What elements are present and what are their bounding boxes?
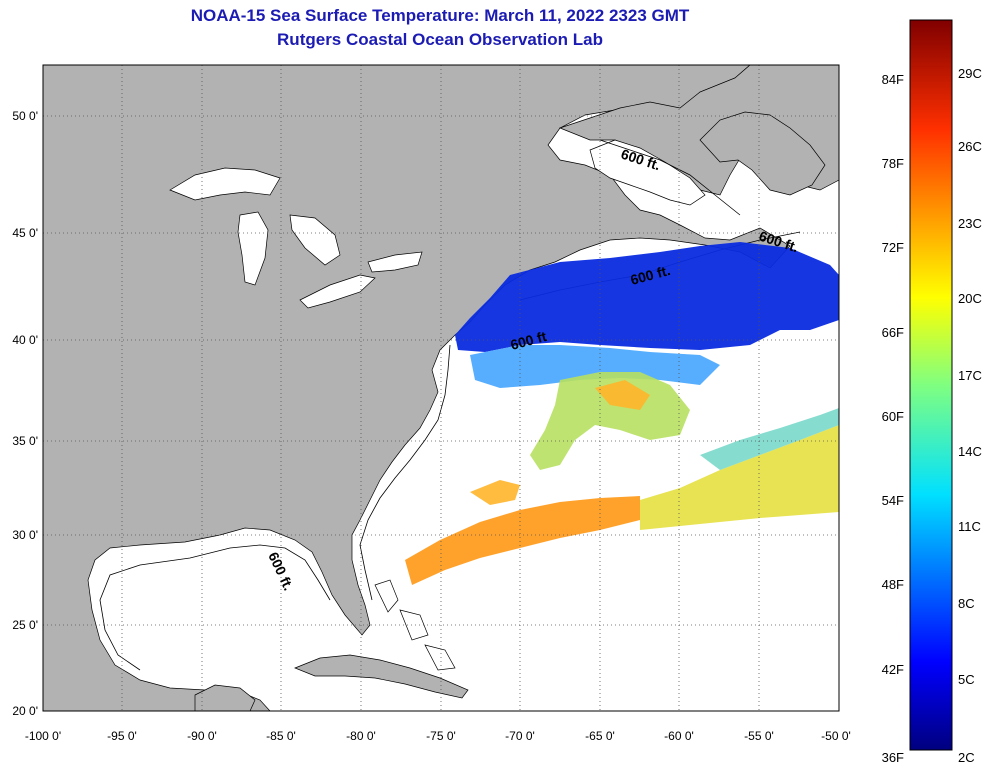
land-yucatan: [194, 684, 256, 711]
lat-tick-label: 40 0': [12, 333, 38, 347]
contour-600ft-gulf: [99, 544, 331, 671]
sst-band-southeast: [640, 425, 839, 530]
sst-band-cyan-streaks: [700, 408, 839, 470]
land-cuba: [294, 654, 469, 699]
lat-tick-label: 30 0': [12, 528, 38, 542]
lat-tick-labels: 50 0' 45 0' 40 0' 35 0' 30 0' 25 0' 20 0…: [12, 109, 38, 718]
colorbar-c-label: 23C: [958, 216, 982, 231]
sst-band-warm-gulfstream: [405, 496, 640, 585]
lon-tick-label: -100 0': [25, 729, 61, 743]
lon-tick-label: -50 0': [821, 729, 851, 743]
lon-tick-label: -80 0': [346, 729, 376, 743]
contour-600ft-stlawrence: [599, 139, 741, 216]
colorbar-f-label: 72F: [882, 240, 904, 255]
colorbar-f-label: 36F: [882, 750, 904, 765]
colorbar-f-label: 78F: [882, 156, 904, 171]
colorbar-c-label: 2C: [958, 750, 975, 765]
colorbar: 84F 78F 72F 66F 60F 54F 48F 42F 36F 29C …: [882, 19, 982, 765]
lon-tick-label: -85 0': [266, 729, 296, 743]
colorbar-f-label: 42F: [882, 662, 904, 677]
sst-band-mid: [530, 372, 690, 470]
sst-band-cyan: [470, 345, 720, 388]
colorbar-f-label: 66F: [882, 325, 904, 340]
land-bahamas: [374, 579, 456, 671]
colorbar-f-label: 54F: [882, 493, 904, 508]
colorbar-c-label: 8C: [958, 596, 975, 611]
land-north-america: [43, 65, 791, 711]
graticule: [43, 65, 839, 711]
lon-tick-label: -95 0': [107, 729, 137, 743]
lat-tick-label: 45 0': [12, 226, 38, 240]
lake-superior: [169, 167, 281, 201]
lon-tick-label: -70 0': [505, 729, 535, 743]
lon-tick-label: -60 0': [664, 729, 694, 743]
colorbar-c-label: 5C: [958, 672, 975, 687]
colorbar-f-label: 48F: [882, 577, 904, 592]
colorbar-c-label: 17C: [958, 368, 982, 383]
map-border: [42, 64, 840, 712]
lake-erie: [299, 274, 376, 309]
lon-tick-label: -55 0': [744, 729, 774, 743]
colorbar-c-label: 26C: [958, 139, 982, 154]
lat-tick-label: 25 0': [12, 618, 38, 632]
lat-tick-label: 50 0': [12, 109, 38, 123]
gulf-st-lawrence: [589, 139, 706, 206]
colorbar-c-label: 20C: [958, 291, 982, 306]
lat-tick-label: 35 0': [12, 434, 38, 448]
colorbar-c-label: 14C: [958, 444, 982, 459]
colorbar-f-label: 84F: [882, 72, 904, 87]
sst-band-warm-fragments: [470, 380, 650, 505]
lake-ontario: [367, 251, 423, 273]
map-title: NOAA-15 Sea Surface Temperature: March 1…: [190, 6, 690, 25]
map-subtitle: Rutgers Coastal Ocean Observation Lab: [277, 30, 603, 49]
land-newfoundland: [699, 111, 826, 196]
lat-tick-label: 20 0': [12, 704, 38, 718]
lake-michigan: [237, 211, 269, 286]
lake-huron: [289, 214, 341, 266]
colorbar-c-label: 29C: [958, 66, 982, 81]
colorbar-gradient: [909, 19, 953, 751]
colorbar-f-label: 60F: [882, 409, 904, 424]
lon-tick-label: -90 0': [187, 729, 217, 743]
lon-tick-label: -75 0': [426, 729, 456, 743]
lon-tick-label: -65 0': [585, 729, 615, 743]
sst-band-cold-north: [455, 242, 839, 352]
colorbar-c-label: 11C: [958, 519, 981, 534]
lon-tick-labels: -100 0' -95 0' -90 0' -85 0' -80 0' -75 …: [25, 729, 851, 743]
